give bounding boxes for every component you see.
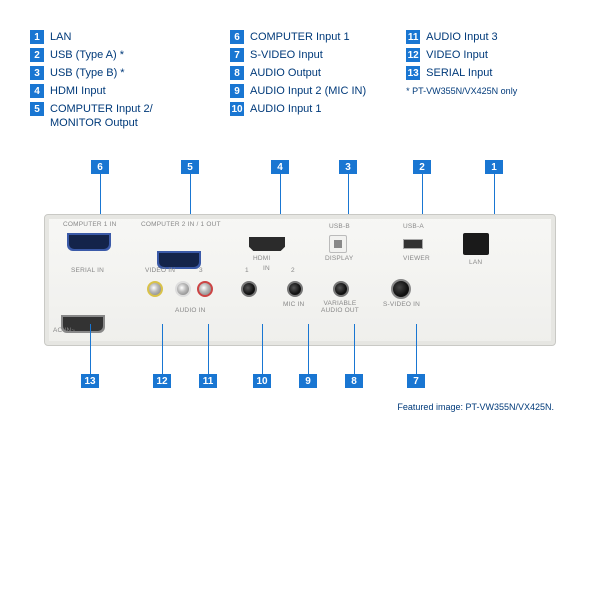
legend-item: 5 COMPUTER Input 2/ MONITOR Output [30, 102, 190, 130]
label-usba: USB-A [403, 223, 424, 230]
callout-line: 12 [162, 324, 163, 374]
legend-label: VIDEO Input [426, 48, 488, 62]
legend-label: AUDIO Input 3 [426, 30, 498, 44]
callout-line: 7 [416, 324, 417, 374]
label-num3: 3 [199, 267, 203, 274]
legend-item: 1 LAN [30, 30, 190, 44]
port-audio2-mic [287, 281, 303, 297]
legend-label: HDMI Input [50, 84, 106, 98]
callout-number: 1 [485, 160, 503, 174]
legend-label: SERIAL Input [426, 66, 492, 80]
label-num2: 2 [291, 267, 295, 274]
legend-number: 11 [406, 30, 420, 44]
label-computer2: COMPUTER 2 IN / 1 OUT [141, 221, 221, 228]
port-audio3-l [175, 281, 191, 297]
callout-number: 11 [199, 374, 217, 388]
callout-number: 10 [253, 374, 271, 388]
rear-panel: COMPUTER 1 IN COMPUTER 2 IN / 1 OUT USB-… [44, 214, 556, 346]
legend-label: AUDIO Input 1 [250, 102, 322, 116]
label-svideo: S-VIDEO IN [383, 301, 420, 308]
label-viewer: VIEWER [403, 255, 430, 262]
legend-number: 8 [230, 66, 244, 80]
label-hdmi: HDMI [253, 255, 270, 262]
label-acin: AC IN~ [53, 327, 75, 334]
port-usb-a [403, 239, 423, 249]
callout-number: 12 [153, 374, 171, 388]
callout-line: 8 [354, 324, 355, 374]
legend-number: 6 [230, 30, 244, 44]
legend-item: 8 AUDIO Output [230, 66, 366, 80]
port-video-in [147, 281, 163, 297]
callout-number: 4 [271, 160, 289, 174]
legend-item: 6 COMPUTER Input 1 [230, 30, 366, 44]
port-svideo [391, 279, 411, 299]
callout-number: 6 [91, 160, 109, 174]
legend-number: 2 [30, 48, 44, 62]
callout-line: 13 [90, 324, 91, 374]
legend-label: USB (Type B) * [50, 66, 125, 80]
label-serial: SERIAL IN [71, 267, 104, 274]
legend-item: 10 AUDIO Input 1 [230, 102, 366, 116]
callout-number: 7 [407, 374, 425, 388]
legend-item: 7 S-VIDEO Input [230, 48, 366, 62]
legend-number: 7 [230, 48, 244, 62]
port-lan [463, 233, 489, 255]
port-audio1 [241, 281, 257, 297]
legend-label: COMPUTER Input 2/ MONITOR Output [50, 102, 190, 130]
legend-item: 2 USB (Type A) * [30, 48, 190, 62]
legend-label: COMPUTER Input 1 [250, 30, 350, 44]
legend-number: 3 [30, 66, 44, 80]
callout-number: 2 [413, 160, 431, 174]
legend-number: 4 [30, 84, 44, 98]
legend-number: 13 [406, 66, 420, 80]
callout-line: 10 [262, 324, 263, 374]
port-computer1 [67, 233, 111, 251]
label-var-audio: VARIABLE AUDIO OUT [321, 301, 359, 314]
legend-number: 1 [30, 30, 44, 44]
label-num1: 1 [245, 267, 249, 274]
legend-label: LAN [50, 30, 71, 44]
label-computer1: COMPUTER 1 IN [63, 221, 117, 228]
connector-diagram: 6 5 4 3 2 1 COMPUTER 1 IN COMPUTER 2 IN / 1 O… [24, 160, 576, 440]
callout-number: 3 [339, 160, 357, 174]
port-hdmi [249, 237, 285, 251]
callout-number: 9 [299, 374, 317, 388]
label-usbb: USB-B [329, 223, 350, 230]
legend-label: AUDIO Input 2 (MIC IN) [250, 84, 366, 98]
label-hdmi-in: IN [263, 265, 270, 272]
legend-item: 11 AUDIO Input 3 [406, 30, 517, 44]
legend-footnote: * PT-VW355N/VX425N only [406, 86, 517, 96]
label-video: VIDEO IN [145, 267, 175, 274]
legend-number: 12 [406, 48, 420, 62]
port-audio-out [333, 281, 349, 297]
callout-number: 13 [81, 374, 99, 388]
featured-caption: Featured image: PT-VW355N/VX425N. [397, 402, 554, 412]
label-mic: MIC IN [283, 301, 304, 308]
legend-item: 9 AUDIO Input 2 (MIC IN) [230, 84, 366, 98]
legend-label: USB (Type A) * [50, 48, 124, 62]
legend-number: 5 [30, 102, 44, 116]
callout-number: 8 [345, 374, 363, 388]
legend-number: 9 [230, 84, 244, 98]
label-display: DISPLAY [325, 255, 353, 262]
callout-number: 5 [181, 160, 199, 174]
callout-line: 11 [208, 324, 209, 374]
legend-item: 13 SERIAL Input [406, 66, 517, 80]
connector-legend: 1 LAN 2 USB (Type A) * 3 USB (Type B) * 4 HDMI … [30, 30, 570, 130]
legend-label: S-VIDEO Input [250, 48, 323, 62]
legend-item: 4 HDMI Input [30, 84, 190, 98]
port-audio3-r [197, 281, 213, 297]
legend-label: AUDIO Output [250, 66, 321, 80]
label-audio-in: AUDIO IN [175, 307, 206, 314]
callout-line: 9 [308, 324, 309, 374]
label-lan: LAN [469, 259, 482, 266]
legend-item: 3 USB (Type B) * [30, 66, 190, 80]
legend-number: 10 [230, 102, 244, 116]
port-usb-b [329, 235, 347, 253]
legend-item: 12 VIDEO Input [406, 48, 517, 62]
